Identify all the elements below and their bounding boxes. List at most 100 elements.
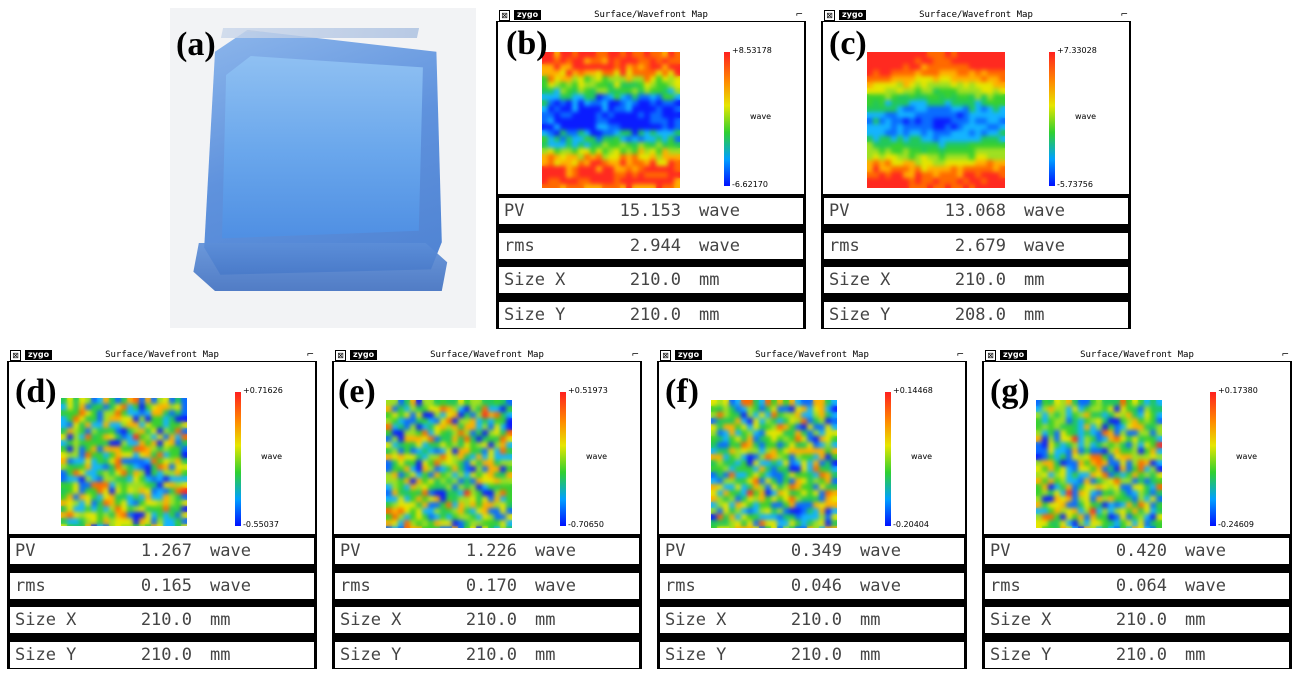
stat-unit: wave	[860, 541, 901, 561]
stat-value: 0.420	[1115, 541, 1167, 561]
panel-label: (e)	[338, 373, 376, 410]
window-title: Surface/Wavefront Map	[919, 10, 1033, 20]
tray-photo	[170, 8, 476, 328]
wavefront-window: ⊠ zygo Surface/Wavefront Map ⌐ +0.17380 …	[982, 349, 1292, 669]
stat-value: 1.226	[465, 541, 517, 561]
stat-label: Size Y	[15, 644, 77, 665]
window-title: Surface/Wavefront Map	[594, 10, 708, 20]
window-titlebar[interactable]: ⊠ zygo Surface/Wavefront Map ⌐	[657, 349, 967, 362]
stat-unit: mm	[699, 304, 720, 325]
close-icon[interactable]: ⊠	[10, 350, 21, 361]
stat-row-size-x: Size X 210.0 mm	[498, 266, 804, 294]
resize-icon[interactable]: ⌐	[795, 10, 803, 20]
surface-map	[61, 398, 187, 526]
stat-label: Size Y	[665, 644, 727, 665]
stat-value: 2.679	[954, 235, 1006, 256]
stat-unit: wave	[210, 541, 251, 561]
stat-row-size-x: Size X 210.0 mm	[823, 266, 1129, 294]
scale-min-label: -0.20404	[893, 520, 929, 529]
close-icon[interactable]: ⊠	[824, 10, 835, 21]
stat-label: rms	[504, 235, 535, 256]
stat-label: PV	[504, 201, 525, 221]
panel-label: (d)	[15, 373, 57, 410]
tray-rim	[220, 28, 420, 38]
stat-row-size-y: Size Y 208.0 mm	[823, 300, 1129, 329]
stat-row-size-y: Size Y 210.0 mm	[498, 300, 804, 329]
zygo-logo: zygo	[514, 10, 542, 20]
stat-unit: wave	[699, 235, 740, 256]
stat-unit: mm	[860, 644, 881, 665]
zygo-logo: zygo	[25, 350, 53, 360]
color-scale-bar	[235, 392, 241, 526]
stat-unit: wave	[210, 575, 251, 596]
stat-row-size-x: Size X 210.0 mm	[659, 606, 965, 634]
stat-label: Size X	[665, 610, 727, 630]
close-icon[interactable]: ⊠	[335, 350, 346, 361]
surface-map	[1036, 400, 1162, 528]
stat-value: 13.068	[944, 201, 1006, 221]
surface-map	[867, 52, 1005, 188]
stat-label: Size Y	[829, 304, 891, 325]
stat-value: 210.0	[465, 644, 517, 665]
window-title: Surface/Wavefront Map	[430, 350, 544, 360]
scale-unit-label: wave	[261, 452, 283, 461]
panel-label: (b)	[506, 25, 548, 62]
stat-value: 0.165	[140, 575, 192, 596]
stat-value: 0.064	[1115, 575, 1167, 596]
stat-unit: wave	[1185, 541, 1226, 561]
stat-row-rms: rms 0.046 wave	[659, 571, 965, 600]
color-scale-bar	[885, 392, 891, 526]
scale-min-label: -0.24609	[1218, 520, 1254, 529]
resize-icon[interactable]: ⌐	[956, 350, 964, 360]
stat-unit: mm	[860, 610, 881, 630]
zygo-logo: zygo	[1000, 350, 1028, 360]
stat-label: PV	[665, 541, 686, 561]
color-scale-bar	[560, 392, 566, 526]
wavefront-window: ⊠ zygo Surface/Wavefront Map ⌐ +8.53178 …	[496, 9, 806, 329]
scale-unit-label: wave	[1236, 452, 1258, 461]
stat-label: Size Y	[340, 644, 402, 665]
stat-value: 210.0	[140, 644, 192, 665]
stat-row-size-y: Size Y 210.0 mm	[984, 640, 1290, 669]
window-titlebar[interactable]: ⊠ zygo Surface/Wavefront Map ⌐	[332, 349, 642, 362]
tray-inner-surface	[222, 56, 423, 239]
stat-value: 210.0	[1115, 644, 1167, 665]
stat-value: 210.0	[140, 610, 192, 630]
stat-value: 210.0	[629, 270, 681, 290]
stat-label: rms	[15, 575, 46, 596]
scale-max-label: +8.53178	[732, 46, 772, 55]
map-plot-area: +0.51973 wave -0.70650	[334, 362, 640, 534]
stat-value: 0.170	[465, 575, 517, 596]
stat-row-pv: PV 0.420 wave	[984, 537, 1290, 565]
stat-value: 210.0	[629, 304, 681, 325]
stat-unit: mm	[1185, 644, 1206, 665]
panel-label: (f)	[665, 373, 699, 410]
color-scale-bar	[724, 52, 730, 186]
stat-unit: wave	[1185, 575, 1226, 596]
window-titlebar[interactable]: ⊠ zygo Surface/Wavefront Map ⌐	[982, 349, 1292, 362]
stat-value: 210.0	[790, 610, 842, 630]
close-icon[interactable]: ⊠	[985, 350, 996, 361]
stat-unit: mm	[1185, 610, 1206, 630]
surface-map	[542, 52, 680, 188]
stat-row-pv: PV 0.349 wave	[659, 537, 965, 565]
stat-row-size-y: Size Y 210.0 mm	[9, 640, 315, 669]
close-icon[interactable]: ⊠	[660, 350, 671, 361]
resize-icon[interactable]: ⌐	[306, 350, 314, 360]
window-title: Surface/Wavefront Map	[105, 350, 219, 360]
window-titlebar[interactable]: ⊠ zygo Surface/Wavefront Map ⌐	[821, 9, 1131, 22]
resize-icon[interactable]: ⌐	[631, 350, 639, 360]
resize-icon[interactable]: ⌐	[1120, 10, 1128, 20]
window-titlebar[interactable]: ⊠ zygo Surface/Wavefront Map ⌐	[496, 9, 806, 22]
stat-unit: wave	[535, 541, 576, 561]
resize-icon[interactable]: ⌐	[1281, 350, 1289, 360]
map-plot-area: +0.17380 wave -0.24609	[984, 362, 1290, 534]
scale-max-label: +0.14468	[893, 386, 933, 395]
color-scale-bar	[1049, 52, 1055, 186]
scale-max-label: +7.33028	[1057, 46, 1097, 55]
window-title: Surface/Wavefront Map	[1080, 350, 1194, 360]
stat-value: 208.0	[954, 304, 1006, 325]
scale-unit-label: wave	[586, 452, 608, 461]
window-titlebar[interactable]: ⊠ zygo Surface/Wavefront Map ⌐	[7, 349, 317, 362]
close-icon[interactable]: ⊠	[499, 10, 510, 21]
